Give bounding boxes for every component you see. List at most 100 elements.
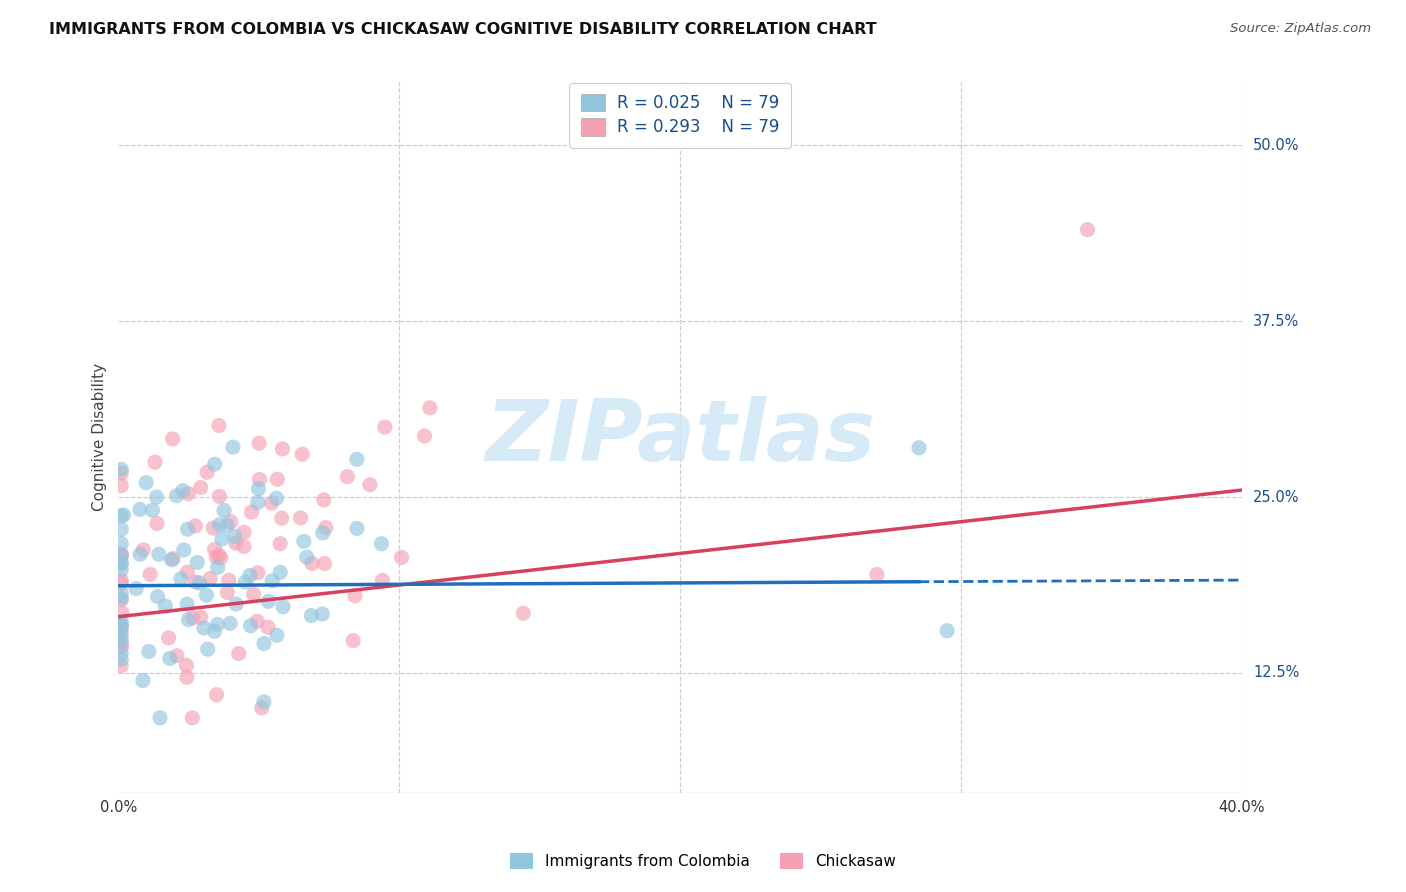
Point bbox=[908, 441, 931, 455]
Point bbox=[204, 542, 226, 557]
Point bbox=[143, 455, 166, 469]
Point bbox=[219, 616, 242, 631]
Point bbox=[205, 688, 228, 702]
Point bbox=[1076, 222, 1098, 236]
Point bbox=[235, 574, 257, 589]
Point bbox=[111, 606, 134, 620]
Point bbox=[198, 572, 221, 586]
Point bbox=[110, 522, 132, 536]
Point bbox=[208, 490, 231, 504]
Legend: R = 0.025    N = 79, R = 0.293    N = 79: R = 0.025 N = 79, R = 0.293 N = 79 bbox=[569, 83, 792, 148]
Point bbox=[139, 567, 162, 582]
Point bbox=[166, 489, 188, 503]
Point bbox=[110, 591, 132, 606]
Point bbox=[209, 550, 232, 565]
Point bbox=[222, 440, 245, 454]
Point bbox=[224, 529, 246, 543]
Point bbox=[262, 574, 284, 588]
Text: Source: ZipAtlas.com: Source: ZipAtlas.com bbox=[1230, 22, 1371, 36]
Point bbox=[110, 620, 132, 634]
Point bbox=[195, 465, 218, 479]
Point bbox=[110, 625, 132, 640]
Point bbox=[110, 508, 132, 523]
Point bbox=[291, 447, 314, 461]
Point bbox=[374, 420, 396, 434]
Point bbox=[110, 548, 132, 562]
Point bbox=[336, 469, 359, 483]
Point bbox=[110, 615, 132, 629]
Point bbox=[173, 543, 195, 558]
Point bbox=[190, 610, 212, 624]
Point bbox=[181, 711, 204, 725]
Point bbox=[315, 521, 337, 535]
Point bbox=[110, 634, 132, 648]
Text: ZIPatlas: ZIPatlas bbox=[485, 396, 876, 479]
Text: 37.5%: 37.5% bbox=[1253, 314, 1299, 328]
Point bbox=[219, 515, 242, 529]
Point bbox=[110, 549, 132, 563]
Point bbox=[371, 574, 394, 588]
Point bbox=[391, 550, 413, 565]
Point bbox=[132, 542, 155, 557]
Point bbox=[141, 503, 163, 517]
Point bbox=[225, 597, 247, 611]
Point bbox=[135, 475, 157, 490]
Point bbox=[110, 618, 132, 632]
Point bbox=[257, 620, 280, 634]
Point bbox=[246, 495, 269, 509]
Point bbox=[311, 607, 333, 621]
Point bbox=[177, 486, 200, 500]
Point bbox=[186, 556, 208, 570]
Point bbox=[110, 640, 132, 655]
Point bbox=[148, 547, 170, 561]
Point bbox=[301, 557, 323, 571]
Point bbox=[866, 567, 889, 582]
Point bbox=[160, 553, 183, 567]
Point bbox=[225, 536, 247, 550]
Point bbox=[110, 558, 132, 572]
Point bbox=[157, 631, 180, 645]
Point bbox=[110, 563, 132, 577]
Point bbox=[936, 624, 959, 638]
Point bbox=[110, 547, 132, 561]
Point bbox=[110, 478, 132, 492]
Point bbox=[204, 624, 226, 639]
Point bbox=[269, 566, 291, 580]
Point bbox=[110, 573, 132, 587]
Point bbox=[249, 472, 271, 486]
Point bbox=[314, 557, 336, 571]
Point bbox=[217, 585, 239, 599]
Point bbox=[242, 587, 264, 601]
Point bbox=[266, 491, 288, 506]
Point bbox=[233, 525, 256, 540]
Point bbox=[208, 517, 231, 532]
Point bbox=[413, 429, 436, 443]
Point bbox=[370, 537, 392, 551]
Point bbox=[512, 606, 534, 620]
Point bbox=[176, 565, 198, 579]
Point bbox=[271, 599, 294, 614]
Point bbox=[207, 617, 229, 632]
Point bbox=[195, 588, 218, 602]
Point bbox=[217, 518, 239, 533]
Point bbox=[246, 566, 269, 580]
Point bbox=[177, 613, 200, 627]
Point bbox=[193, 621, 215, 635]
Point bbox=[208, 548, 231, 562]
Point bbox=[170, 572, 193, 586]
Point bbox=[342, 633, 364, 648]
Text: 12.5%: 12.5% bbox=[1253, 665, 1299, 681]
Point bbox=[207, 560, 229, 574]
Text: 25.0%: 25.0% bbox=[1253, 490, 1299, 505]
Point bbox=[184, 574, 207, 589]
Point bbox=[146, 516, 169, 531]
Point bbox=[129, 502, 152, 516]
Point bbox=[112, 508, 135, 522]
Point bbox=[346, 452, 368, 467]
Point bbox=[176, 597, 198, 611]
Point bbox=[247, 436, 270, 450]
Point bbox=[138, 644, 160, 658]
Point bbox=[295, 550, 318, 565]
Point bbox=[218, 573, 240, 587]
Point bbox=[343, 589, 366, 603]
